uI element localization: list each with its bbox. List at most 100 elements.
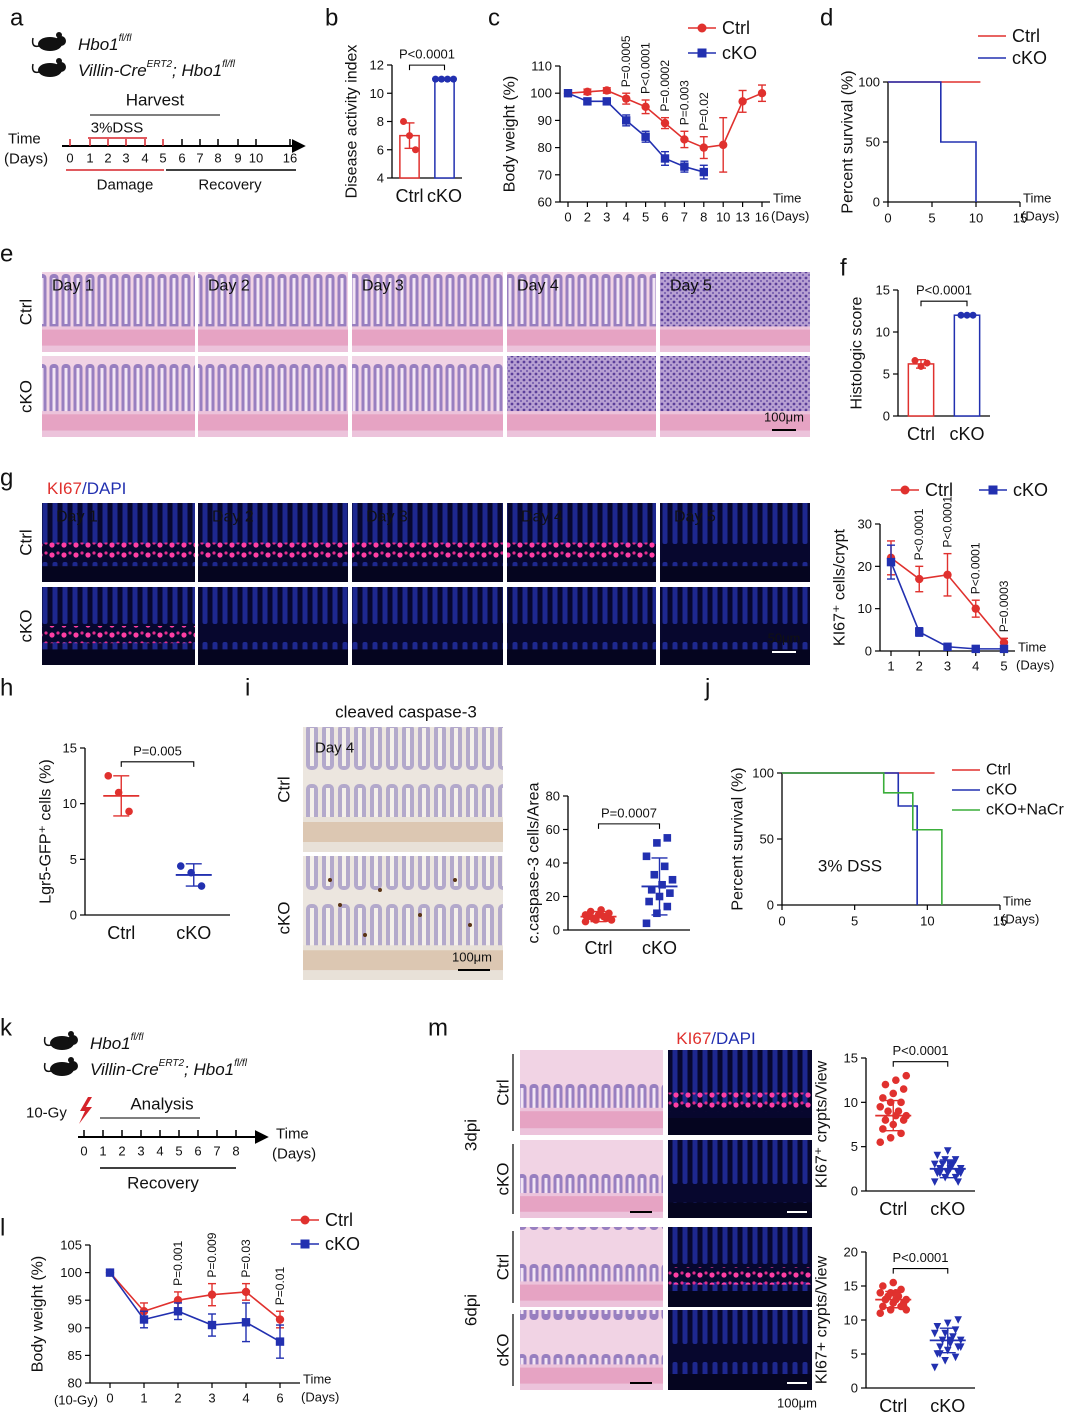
mucosa: [660, 356, 810, 412]
data-point: [889, 1278, 898, 1287]
p-value: P=0.0005: [619, 35, 633, 87]
y-axis-label: Body weight (%): [30, 1256, 47, 1373]
x-tick-label: 3: [944, 659, 951, 674]
x-tick-label: 10: [716, 210, 730, 225]
data-point: [943, 1319, 952, 1328]
analysis-label: Analysis: [130, 1095, 193, 1114]
legend-label: cKO: [1013, 480, 1048, 500]
dapi: [660, 503, 810, 567]
data-point: [125, 807, 133, 816]
ki67: [668, 1092, 812, 1112]
y-tick-label: 0: [865, 644, 872, 659]
y-tick-label: 95: [68, 1293, 82, 1308]
dapi: [352, 587, 503, 650]
data-point: [956, 1343, 965, 1351]
y-tick-label: 15: [844, 1279, 858, 1294]
p-value: P=0.0003: [997, 580, 1011, 632]
p-value: P=0.009: [205, 1232, 219, 1277]
data-point: [207, 1320, 217, 1330]
legend-label: Ctrl: [925, 480, 953, 500]
day-label: Day 2: [212, 509, 254, 526]
legend-label: Ctrl: [325, 1210, 353, 1230]
x-tick-label: 3: [208, 1391, 215, 1406]
micrograph: [303, 727, 503, 852]
p-value: P<0.0001: [892, 1043, 948, 1058]
x-tick-label: 5: [1000, 659, 1007, 674]
data-point: [176, 862, 185, 870]
genotype-part: ; Hbo1: [172, 61, 222, 80]
x-tick-label: Ctrl: [879, 1199, 907, 1219]
data-point: [444, 75, 451, 83]
y-axis-label: Percent survival (%): [840, 70, 857, 213]
significance-bracket: [597, 823, 661, 829]
data-point: [699, 143, 708, 152]
x-tick-label: 8: [700, 210, 707, 225]
x-tick-label: Ctrl: [907, 424, 935, 444]
data-point: [105, 1268, 115, 1277]
y-axis-label: Body weight (%): [502, 76, 519, 193]
time-label: Time: [276, 1126, 309, 1143]
data-point: [719, 140, 728, 150]
time-unit: (Days): [4, 151, 48, 168]
x-tick-label: cKO: [949, 424, 984, 444]
data-point: [563, 89, 573, 98]
micrograph: [668, 1050, 812, 1135]
timeline-day: 3: [122, 151, 129, 166]
row-label: Ctrl: [17, 529, 36, 555]
x-tick-label: 2: [916, 659, 923, 674]
row-label: Ctrl: [494, 1254, 513, 1280]
x-tick-label: 4: [972, 659, 979, 674]
row-label: cKO: [494, 1333, 513, 1366]
x-tick-label: 16: [755, 210, 769, 225]
p-value: P<0.0001: [916, 283, 972, 298]
day-label: Day 1: [52, 278, 94, 295]
irradiation-label: 10-Gy: [26, 1105, 67, 1122]
genotype: Villin-CreERT2; Hbo1fl/fl: [78, 59, 236, 80]
damage-label: Damage: [97, 177, 154, 194]
error-bar: [885, 1099, 902, 1132]
genotype-part: fl/fl: [119, 33, 133, 44]
mucosa: [303, 856, 503, 946]
p-value: P<0.0001: [941, 496, 955, 548]
panel-label: i: [245, 675, 250, 702]
data-point: [956, 1169, 965, 1178]
x-tick-label: 0: [778, 914, 785, 929]
y-tick-label: 0: [883, 409, 890, 424]
y-tick-label: 40: [546, 856, 560, 871]
scale-bar-label: 100μm: [777, 1396, 817, 1411]
data-point: [936, 1169, 944, 1178]
x-tick-label: 7: [681, 210, 688, 225]
data-point: [139, 1315, 149, 1324]
micrograph: [42, 272, 195, 352]
timeline-day: 6: [194, 1144, 201, 1159]
mucosa: [198, 272, 348, 327]
data-point: [680, 162, 689, 171]
data-point: [902, 1306, 911, 1314]
data-point: [114, 788, 123, 797]
data-point: [583, 97, 592, 106]
error-bar: [939, 1327, 956, 1354]
panel-label: g: [0, 465, 13, 492]
y-tick-label: 105: [60, 1238, 82, 1253]
data-point: [879, 1094, 887, 1102]
timeline-day: 0: [80, 1144, 87, 1159]
timeline-day: 1: [86, 151, 93, 166]
y-tick-label: 8: [377, 114, 384, 129]
data-point: [963, 311, 971, 319]
data-point: [876, 1309, 885, 1317]
genotype: Hbo1fl/fl: [90, 1032, 144, 1053]
mouse-head: [68, 1035, 78, 1045]
recovery-label: Recovery: [127, 1174, 199, 1193]
x-tick-label: 2: [584, 210, 591, 225]
timeline-day: 8: [232, 1144, 239, 1159]
data-point: [668, 875, 677, 884]
mouse-tail: [43, 1036, 52, 1047]
y-axis-label: Percent survival (%): [730, 767, 747, 910]
mouse-body: [50, 1036, 74, 1050]
y-tick-label: 10: [63, 796, 77, 811]
data-point: [930, 1363, 939, 1372]
y-tick-label: 90: [538, 113, 552, 128]
data-point: [889, 1089, 898, 1098]
error-bar: [113, 775, 130, 817]
